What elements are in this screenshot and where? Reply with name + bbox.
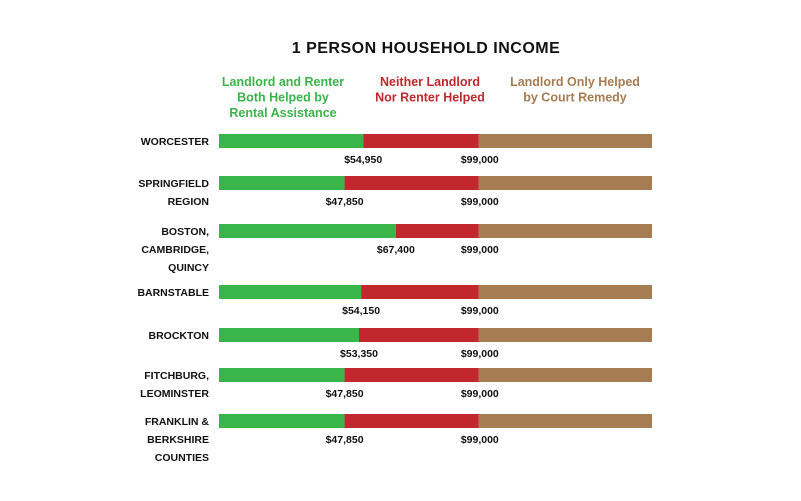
region-label-5: BROCKTON [149,330,209,342]
bar-red-2 [344,176,479,190]
value-high-7: $99,000 [461,434,499,446]
bar-green-1 [219,134,364,148]
value-high-1: $99,000 [461,154,499,166]
chart-title: 1 PERSON HOUSEHOLD INCOME [292,40,561,57]
bar-brown-5 [478,328,652,342]
bar-green-5 [219,328,360,342]
value-low-1: $54,950 [344,154,382,166]
value-high-4: $99,000 [461,305,499,317]
bar-brown-4 [478,285,652,299]
bar-brown-7 [478,414,652,428]
region-label-7: FRANKLIN & BERKSHIRE COUNTIES [145,416,210,464]
bar-red-3 [395,224,479,238]
value-low-3: $67,400 [377,244,415,256]
bar-red-5 [359,328,479,342]
value-low-4: $54,150 [342,305,380,317]
value-low-7: $47,850 [326,434,364,446]
value-high-5: $99,000 [461,348,499,360]
region-label-1: WORCESTER [141,136,210,148]
bar-red-6 [344,368,479,382]
region-label-6: FITCHBURG, LEOMINSTER [140,370,209,400]
legend-brown: Landlord Only Helped by Court Remedy [510,75,640,105]
value-high-6: $99,000 [461,388,499,400]
bar-brown-3 [478,224,652,238]
value-low-5: $53,350 [340,348,378,360]
legend-red: Neither Landlord Nor Renter Helped [375,75,485,105]
bar-green-7 [219,414,345,428]
bar-green-2 [219,176,345,190]
value-low-6: $47,850 [326,388,364,400]
bar-green-3 [219,224,396,238]
value-low-2: $47,850 [326,196,364,208]
bar-red-1 [363,134,479,148]
region-label-4: BARNSTABLE [137,287,209,299]
bar-green-6 [219,368,345,382]
value-high-2: $99,000 [461,196,499,208]
bar-red-4 [361,285,479,299]
value-high-3: $99,000 [461,244,499,256]
bar-red-7 [344,414,479,428]
bar-brown-1 [478,134,652,148]
bar-brown-6 [478,368,652,382]
region-label-2: SPRINGFIELD REGION [138,178,209,208]
region-label-3: BOSTON, CAMBRIDGE, QUINCY [141,226,209,274]
bar-green-4 [219,285,362,299]
legend-green: Landlord and Renter Both Helped by Rental … [222,75,344,120]
bar-brown-2 [478,176,652,190]
